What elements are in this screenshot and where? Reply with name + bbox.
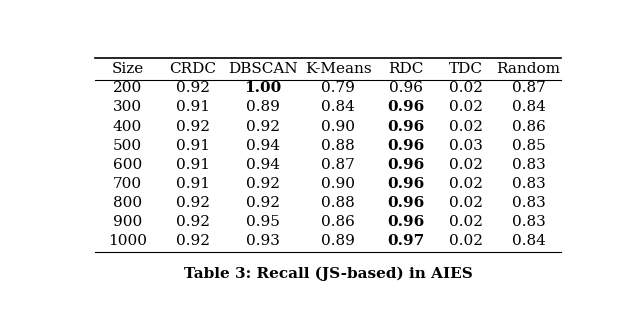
Text: CRDC: CRDC: [169, 62, 216, 76]
Text: TDC: TDC: [449, 62, 483, 76]
Text: 0.83: 0.83: [511, 215, 545, 229]
Text: 0.02: 0.02: [449, 100, 483, 114]
Text: 0.89: 0.89: [246, 100, 280, 114]
Text: 0.02: 0.02: [449, 234, 483, 248]
Text: 0.96: 0.96: [387, 177, 424, 191]
Text: 0.92: 0.92: [246, 119, 280, 134]
Text: 0.79: 0.79: [321, 81, 355, 95]
Text: 0.86: 0.86: [321, 215, 355, 229]
Text: 300: 300: [113, 100, 142, 114]
Text: 0.93: 0.93: [246, 234, 280, 248]
Text: 0.96: 0.96: [387, 139, 424, 153]
Text: 0.84: 0.84: [511, 234, 545, 248]
Text: 0.02: 0.02: [449, 119, 483, 134]
Text: Size: Size: [111, 62, 143, 76]
Text: 0.85: 0.85: [511, 139, 545, 153]
Text: 700: 700: [113, 177, 142, 191]
Text: K-Means: K-Means: [305, 62, 371, 76]
Text: 900: 900: [113, 215, 142, 229]
Text: 600: 600: [113, 158, 142, 172]
Text: 0.97: 0.97: [387, 234, 424, 248]
Text: 400: 400: [113, 119, 142, 134]
Text: 0.92: 0.92: [175, 119, 210, 134]
Text: 1000: 1000: [108, 234, 147, 248]
Text: 0.02: 0.02: [449, 215, 483, 229]
Text: 0.91: 0.91: [175, 158, 210, 172]
Text: 0.96: 0.96: [387, 158, 424, 172]
Text: 800: 800: [113, 196, 142, 210]
Text: 0.02: 0.02: [449, 196, 483, 210]
Text: 0.02: 0.02: [449, 81, 483, 95]
Text: 0.86: 0.86: [511, 119, 545, 134]
Text: 0.91: 0.91: [175, 177, 210, 191]
Text: 0.92: 0.92: [246, 177, 280, 191]
Text: 0.92: 0.92: [246, 196, 280, 210]
Text: 1.00: 1.00: [244, 81, 282, 95]
Text: RDC: RDC: [388, 62, 424, 76]
Text: 0.84: 0.84: [321, 100, 355, 114]
Text: 0.94: 0.94: [246, 139, 280, 153]
Text: 0.02: 0.02: [449, 177, 483, 191]
Text: 0.84: 0.84: [511, 100, 545, 114]
Text: 0.03: 0.03: [449, 139, 483, 153]
Text: 0.92: 0.92: [175, 81, 210, 95]
Text: 0.92: 0.92: [175, 234, 210, 248]
Text: 0.02: 0.02: [449, 158, 483, 172]
Text: 500: 500: [113, 139, 142, 153]
Text: 0.83: 0.83: [511, 158, 545, 172]
Text: 0.96: 0.96: [387, 119, 424, 134]
Text: 0.96: 0.96: [387, 196, 424, 210]
Text: 0.96: 0.96: [387, 215, 424, 229]
Text: 0.91: 0.91: [175, 139, 210, 153]
Text: 0.91: 0.91: [175, 100, 210, 114]
Text: 0.96: 0.96: [388, 81, 422, 95]
Text: DBSCAN: DBSCAN: [228, 62, 298, 76]
Text: 0.96: 0.96: [387, 100, 424, 114]
Text: 0.94: 0.94: [246, 158, 280, 172]
Text: 0.87: 0.87: [511, 81, 545, 95]
Text: 0.90: 0.90: [321, 119, 355, 134]
Text: 0.92: 0.92: [175, 215, 210, 229]
Text: 0.87: 0.87: [321, 158, 355, 172]
Text: 200: 200: [113, 81, 142, 95]
Text: 0.88: 0.88: [321, 139, 355, 153]
Text: 0.92: 0.92: [175, 196, 210, 210]
Text: 0.88: 0.88: [321, 196, 355, 210]
Text: 0.89: 0.89: [321, 234, 355, 248]
Text: Random: Random: [497, 62, 561, 76]
Text: 0.95: 0.95: [246, 215, 280, 229]
Text: 0.83: 0.83: [511, 177, 545, 191]
Text: 0.90: 0.90: [321, 177, 355, 191]
Text: 0.83: 0.83: [511, 196, 545, 210]
Text: Table 3: Recall (JS-based) in AIES: Table 3: Recall (JS-based) in AIES: [184, 267, 472, 281]
